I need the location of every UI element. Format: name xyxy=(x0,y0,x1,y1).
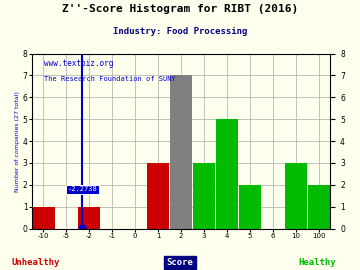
Text: Unhealthy: Unhealthy xyxy=(12,258,60,267)
Bar xyxy=(170,76,192,229)
Text: The Research Foundation of SUNY: The Research Foundation of SUNY xyxy=(44,76,176,82)
Text: -2.2738: -2.2738 xyxy=(67,186,97,192)
Bar xyxy=(308,185,330,229)
Text: Score: Score xyxy=(167,258,193,267)
Bar xyxy=(239,185,261,229)
Bar xyxy=(78,207,100,229)
Bar xyxy=(216,119,238,229)
Bar xyxy=(32,207,55,229)
Y-axis label: Number of companies (27 total): Number of companies (27 total) xyxy=(15,91,20,191)
Text: Industry: Food Processing: Industry: Food Processing xyxy=(113,27,247,36)
Bar xyxy=(285,163,307,229)
Text: Z''-Score Histogram for RIBT (2016): Z''-Score Histogram for RIBT (2016) xyxy=(62,4,298,14)
Text: Healthy: Healthy xyxy=(298,258,336,267)
Bar xyxy=(193,163,215,229)
Text: www.textbiz.org: www.textbiz.org xyxy=(44,59,113,68)
Bar xyxy=(147,163,170,229)
